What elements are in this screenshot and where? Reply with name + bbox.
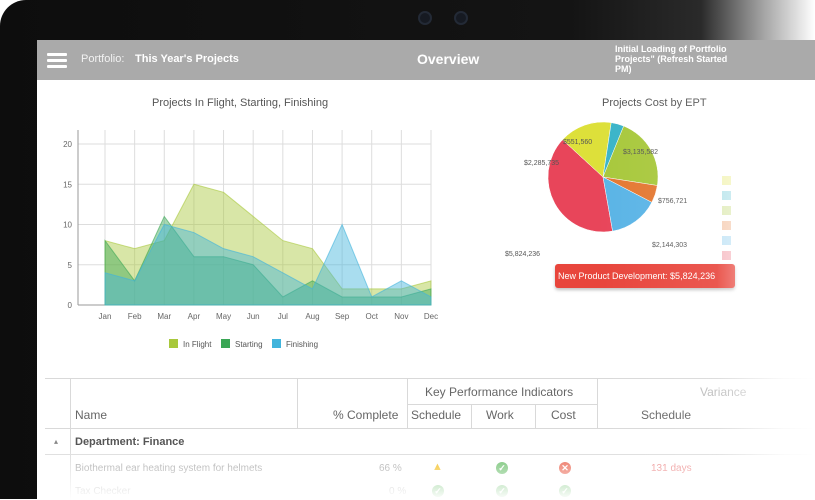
x-tick-label: Apr: [188, 312, 201, 321]
variance-group-header: Variance: [700, 385, 747, 399]
check-icon: ✓: [559, 485, 571, 497]
y-tick-label: 10: [63, 221, 72, 230]
portfolio-label: Portfolio:: [81, 53, 125, 65]
error-icon: ✕: [559, 462, 571, 474]
pie-tooltip: New Product Development: $5,824,236: [555, 264, 735, 288]
legend-swatch: [722, 251, 731, 260]
menu-icon[interactable]: [47, 53, 67, 69]
legend-label: Finishing: [286, 340, 318, 349]
line-chart: 0 5 10 15 20 Jan Feb Mar Apr May Jun Jul Aug Sep Oct No…: [63, 130, 438, 349]
legend-swatch: [221, 339, 230, 348]
row-name[interactable]: Tax Checker: [75, 486, 131, 497]
legend-swatch: [722, 191, 731, 200]
row-name[interactable]: Biothermal ear heating system for helmet…: [75, 463, 263, 474]
status-message: Initial Loading of Portfolio Projects" (…: [615, 44, 728, 74]
y-tick-label: 0: [68, 301, 73, 310]
legend-label: In Flight: [183, 340, 212, 349]
x-tick-label: Jul: [278, 312, 288, 321]
legend-swatch: [722, 236, 731, 245]
x-tick-label: Mar: [157, 312, 171, 321]
y-tick-label: 5: [68, 261, 73, 270]
x-tick-label: Oct: [366, 312, 379, 321]
x-tick-label: Aug: [305, 312, 319, 321]
x-tick-label: Sep: [335, 312, 350, 321]
y-tick-label: 20: [63, 140, 72, 149]
pie-value-label: $551,560: [563, 139, 592, 146]
row-complete: 66 %: [379, 463, 402, 474]
legend-swatch: [722, 206, 731, 215]
pie-value-label: $2,144,303: [652, 242, 687, 249]
row-variance: 131 days: [651, 463, 692, 474]
portfolio-name[interactable]: This Year's Projects: [135, 53, 239, 65]
pie-value-label: $3,135,582: [623, 149, 658, 156]
department-row[interactable]: Department: Finance: [75, 436, 185, 448]
check-icon: ✓: [432, 485, 444, 497]
pie-tooltip-text: New Product Development: $5,824,236: [558, 271, 716, 281]
y-tick-label: 15: [63, 180, 72, 189]
col-schedule[interactable]: Schedule: [411, 408, 462, 422]
x-tick-label: May: [216, 312, 231, 321]
pie-value-label: $2,285,735: [524, 160, 559, 167]
app-screen: Portfolio: This Year's Projects Overview…: [37, 40, 815, 500]
col-work[interactable]: Work: [486, 408, 514, 422]
page-title: Overview: [417, 51, 480, 67]
warning-icon: ▲: [432, 461, 443, 473]
line-chart-title: Projects In Flight, Starting, Finishing: [152, 97, 329, 109]
pie-value-label: $756,721: [658, 198, 687, 205]
series-area-in-flight: [104, 183, 432, 306]
x-tick-label: Dec: [424, 312, 438, 321]
series-area-finishing: [104, 223, 432, 306]
legend-swatch: [169, 339, 178, 348]
legend-swatch: [722, 176, 731, 185]
x-tick-label: Jan: [99, 312, 112, 321]
pie-value-label: $5,824,236: [505, 251, 540, 258]
camera-lens: [454, 11, 468, 25]
pie-chart: $2,285,735 $551,560 $3,135,582 $756,721 $2,1…: [505, 121, 731, 260]
x-tick-label: Feb: [128, 312, 142, 321]
col-cost[interactable]: Cost: [551, 408, 576, 422]
kpi-group-header: Key Performance Indicators: [425, 385, 574, 399]
x-tick-label: Jun: [247, 312, 260, 321]
legend-swatch: [272, 339, 281, 348]
collapse-icon[interactable]: ▴: [54, 437, 59, 446]
camera-sensor: [418, 11, 432, 25]
col-name[interactable]: Name: [75, 408, 108, 422]
check-icon: ✓: [496, 485, 508, 497]
legend-label: Starting: [235, 340, 263, 349]
row-complete: 0 %: [389, 486, 407, 497]
top-bar: Portfolio: This Year's Projects Overview…: [37, 40, 815, 80]
col-complete[interactable]: % Complete: [333, 408, 399, 422]
kpi-table: Key Performance Indicators Variance Name…: [45, 378, 815, 500]
check-icon: ✓: [496, 462, 508, 474]
x-tick-label: Nov: [394, 312, 408, 321]
col-variance-schedule[interactable]: Schedule: [641, 408, 692, 422]
legend-swatch: [722, 221, 731, 230]
